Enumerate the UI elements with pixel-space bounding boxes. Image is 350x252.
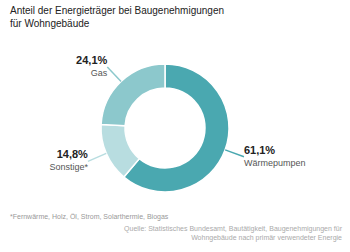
svg-text:Wärmepumpen: Wärmepumpen — [244, 158, 306, 168]
svg-text:24,1%: 24,1% — [76, 54, 107, 66]
svg-text:Gas: Gas — [91, 68, 108, 78]
html-text:Quelle: Statistisches Bundesam: Quelle: Statistisches Bundesamt, Bautäti… — [124, 225, 342, 232]
svg-text:14,8%: 14,8% — [57, 148, 88, 160]
html-text:für Wohngebäude: für Wohngebäude — [10, 18, 90, 29]
html-text:Anteil der Energieträger bei B: Anteil der Energieträger bei Baugenehmig… — [10, 5, 224, 16]
html-text:Wohngebäude nach primär verwen: Wohngebäude nach primär verwendeter Ener… — [191, 234, 342, 241]
svg-text:61,1%: 61,1% — [244, 144, 275, 156]
svg-text:Sonstige*: Sonstige* — [49, 162, 88, 172]
html-text:*Fernwärme, Holz, Öl, Strom, S: *Fernwärme, Holz, Öl, Strom, Solarthermi… — [10, 213, 169, 220]
